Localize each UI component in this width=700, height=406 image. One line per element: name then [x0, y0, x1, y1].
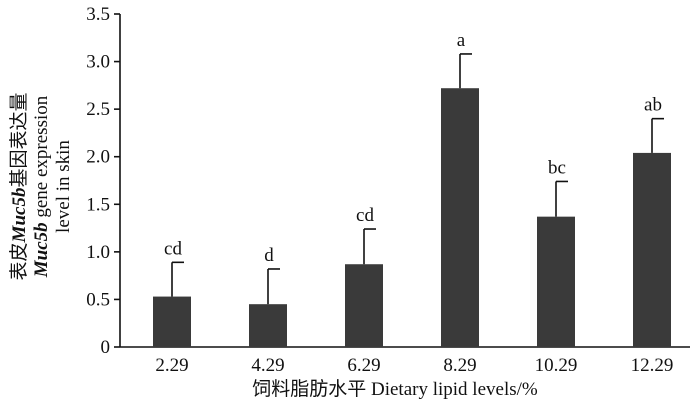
bar-series: cd d cd a bc ab: [153, 30, 671, 347]
y-axis-title-prefix: 表皮: [8, 242, 30, 280]
y-tick-label: 2.5: [86, 99, 110, 120]
y-axis-title-suffix: gene expression: [31, 95, 52, 222]
y-tick-label: 0.5: [86, 289, 110, 310]
significance-label: cd: [356, 205, 374, 226]
bar: [441, 88, 479, 347]
x-tick-label: 12.29: [631, 355, 674, 376]
x-tick-label: 4.29: [251, 355, 284, 376]
y-tick-label: 1.0: [86, 242, 110, 263]
significance-label: ab: [644, 95, 662, 116]
bar: [633, 152, 671, 347]
bar: [537, 216, 575, 347]
y-tick-label: 3.5: [86, 4, 110, 25]
significance-label: bc: [548, 157, 566, 178]
x-tick-label: 8.29: [443, 355, 476, 376]
bar: [153, 296, 191, 347]
y-axis-title-line: 表皮Muc5b基因表达量: [8, 93, 30, 281]
y-tick-label: 2.0: [86, 147, 110, 168]
y-axis-title-italic: Muc5b: [9, 188, 30, 244]
y-axis-title-line: level in skin: [53, 140, 74, 233]
y-axis: 0 0.5 1.0 1.5 2.0 2.5 3.0 3.5: [86, 4, 121, 358]
y-tick-label: 3.0: [86, 52, 110, 73]
x-tick-label: 2.29: [155, 355, 188, 376]
y-tick-label: 1.5: [86, 194, 110, 215]
significance-label: a: [457, 30, 466, 51]
significance-label: cd: [164, 238, 182, 259]
y-axis-title-prefix: level in skin: [53, 140, 74, 233]
x-tick-label: 10.29: [535, 355, 578, 376]
y-axis-title-suffix: 基因表达量: [8, 93, 30, 188]
y-tick-label: 0: [101, 337, 111, 358]
y-axis-title-italic: Muc5b: [31, 222, 52, 278]
bar: [345, 264, 383, 347]
bar: [249, 304, 287, 347]
x-axis: 2.29 4.29 6.29 8.29 10.29 12.29: [120, 346, 690, 376]
x-axis-title: 饲料脂肪水平 Dietary lipid levels/%: [252, 378, 538, 400]
x-tick-label: 6.29: [347, 355, 380, 376]
y-axis-title-line: Muc5b gene expression: [31, 95, 52, 278]
significance-label: d: [264, 245, 274, 266]
